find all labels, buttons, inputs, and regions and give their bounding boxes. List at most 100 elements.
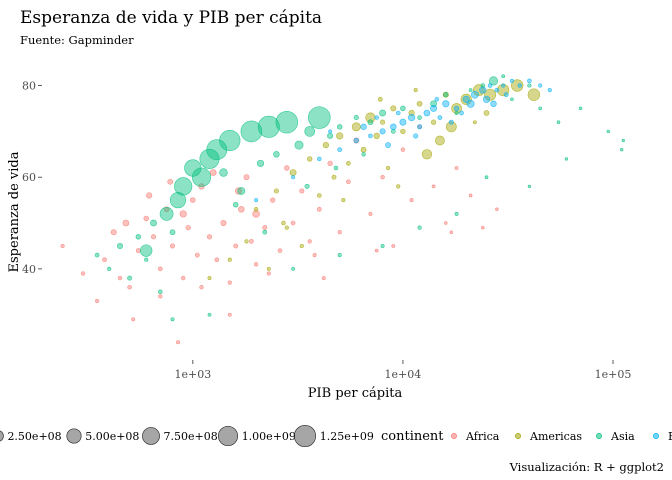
data-point xyxy=(185,224,191,231)
data-point xyxy=(459,110,464,116)
color-legend-key xyxy=(653,433,659,439)
data-point xyxy=(346,161,351,166)
data-point xyxy=(94,298,100,304)
data-point xyxy=(484,88,497,101)
data-point xyxy=(408,114,416,122)
data-point xyxy=(206,234,213,240)
data-point xyxy=(80,271,86,276)
data-point xyxy=(386,165,391,171)
data-point xyxy=(157,266,163,272)
data-point xyxy=(351,122,361,132)
data-point xyxy=(490,100,497,108)
data-point xyxy=(199,148,220,169)
size-legend-key xyxy=(66,428,82,444)
data-point xyxy=(317,156,322,162)
data-point xyxy=(454,110,459,116)
data-point xyxy=(270,197,276,203)
data-point xyxy=(146,192,153,199)
size-legend-label: 2.50e+08 xyxy=(7,430,61,443)
color-legend-label: Americas xyxy=(529,430,582,443)
data-point xyxy=(360,123,367,130)
data-point xyxy=(547,88,552,93)
data-point xyxy=(442,91,449,98)
x-axis: 1e+03 1e+04 1e+05 xyxy=(174,360,631,381)
data-point xyxy=(453,105,460,112)
data-point xyxy=(501,83,506,88)
data-point xyxy=(227,312,232,317)
data-point xyxy=(390,129,396,134)
color-legend-key xyxy=(596,433,602,439)
data-point xyxy=(460,93,472,105)
data-point xyxy=(150,234,157,240)
series-asia xyxy=(94,74,625,322)
data-point xyxy=(159,207,174,221)
data-point xyxy=(391,244,396,248)
data-point xyxy=(122,219,130,227)
color-legend-key xyxy=(515,433,521,439)
data-point xyxy=(191,167,212,187)
data-point xyxy=(377,96,383,102)
data-point xyxy=(468,193,473,198)
data-point xyxy=(257,115,280,138)
data-point xyxy=(373,132,380,140)
size-legend-label: 5.00e+08 xyxy=(85,430,139,443)
data-point xyxy=(417,115,422,120)
data-point xyxy=(194,252,200,258)
data-point xyxy=(94,252,100,258)
series-europe xyxy=(254,78,552,203)
data-point xyxy=(220,220,227,226)
data-point xyxy=(367,119,374,126)
data-point xyxy=(304,183,310,189)
chart-subtitle: Fuente: Gapminder xyxy=(20,33,134,47)
data-point xyxy=(509,78,514,83)
data-point xyxy=(483,110,490,116)
data-point xyxy=(462,95,470,103)
data-point xyxy=(284,225,289,230)
data-point xyxy=(511,79,524,92)
y-tick-label: 40 xyxy=(22,263,36,276)
data-point xyxy=(337,230,342,235)
data-point xyxy=(150,219,157,227)
data-point xyxy=(454,166,459,170)
data-point xyxy=(206,139,228,161)
x-tick-label: 1e+05 xyxy=(595,368,632,381)
data-point xyxy=(227,257,232,262)
data-point xyxy=(400,105,406,112)
data-point xyxy=(400,128,406,135)
data-point xyxy=(510,97,514,102)
data-point xyxy=(495,207,499,212)
data-point xyxy=(333,165,339,171)
y-tick-label: 60 xyxy=(22,171,36,184)
data-point xyxy=(337,124,343,130)
color-legend-title: continent xyxy=(381,429,444,444)
data-point xyxy=(620,148,624,152)
data-point xyxy=(167,178,174,185)
data-point xyxy=(273,151,280,158)
data-point xyxy=(127,275,133,281)
data-point xyxy=(180,275,186,281)
data-point xyxy=(266,271,271,276)
color-legend-label: Asia xyxy=(610,430,635,443)
data-point xyxy=(179,210,187,218)
data-point xyxy=(262,225,268,231)
data-point xyxy=(379,128,386,135)
data-point xyxy=(488,76,499,86)
data-point xyxy=(517,83,523,88)
data-point xyxy=(527,88,541,101)
data-point xyxy=(434,97,440,102)
data-point xyxy=(423,109,431,117)
data-point xyxy=(421,149,433,160)
data-point xyxy=(214,257,220,263)
data-point xyxy=(451,103,462,114)
data-point xyxy=(240,120,263,143)
data-point xyxy=(471,90,479,99)
data-point xyxy=(143,215,149,222)
data-point xyxy=(312,253,317,258)
data-point xyxy=(253,262,259,267)
data-point xyxy=(468,88,473,92)
size-legend-key xyxy=(142,427,160,445)
data-point xyxy=(480,83,486,88)
data-point xyxy=(135,248,141,254)
size-legend-key xyxy=(217,425,239,447)
